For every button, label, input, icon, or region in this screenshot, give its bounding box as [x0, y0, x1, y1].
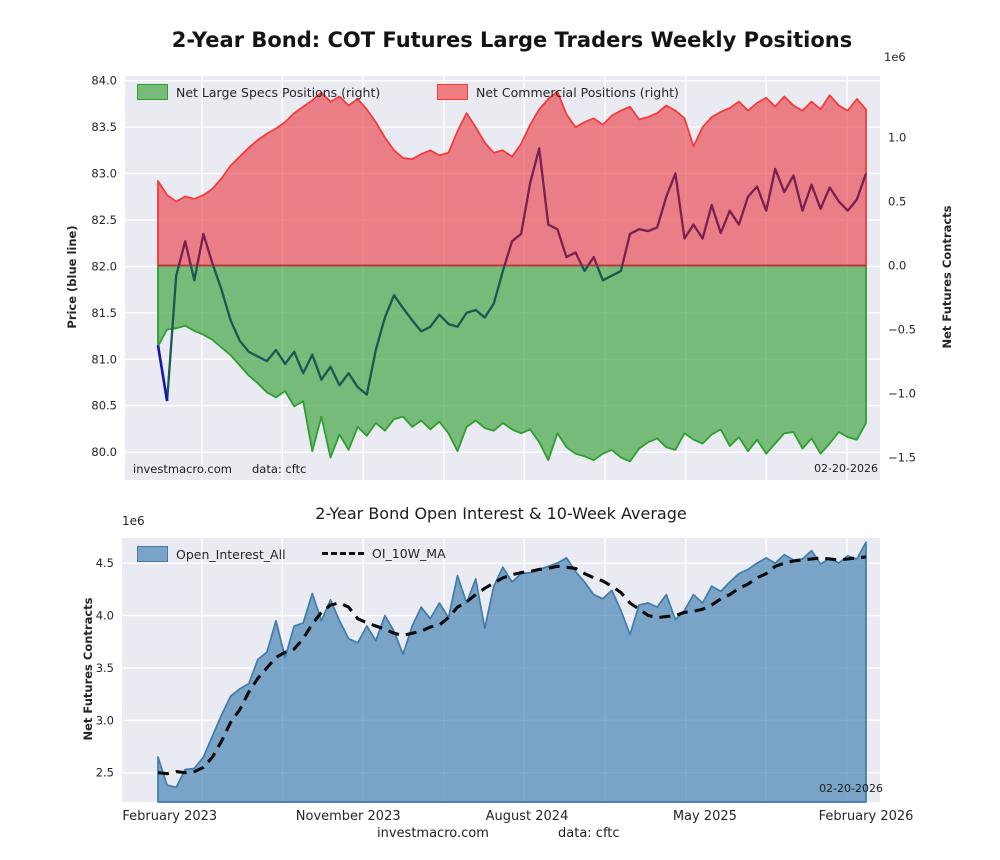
x-axis-tick-label: February 2026 — [819, 809, 914, 824]
legend-item-oi-10w-ma: OI_10W_MA — [322, 546, 446, 561]
commercials-legend-label: Net Commercial Positions (right) — [476, 84, 679, 100]
bottom-data-source: data: cftc — [558, 826, 620, 841]
bottom-left-tick-label: 3.0 — [96, 713, 114, 727]
top-right-tick-label: −0.5 — [888, 323, 916, 337]
x-axis-tick-label: August 2024 — [486, 809, 569, 824]
specs-legend-label: Net Large Specs Positions (right) — [176, 84, 381, 100]
specs-legend-swatch-icon — [137, 84, 168, 100]
open-interest-chart-title: 2-Year Bond Open Interest & 10-Week Aver… — [315, 504, 687, 523]
bottom-axis-multiplier-label: 1e6 — [122, 514, 145, 528]
net-large-specs-area — [157, 264, 867, 463]
top-left-tick-label: 80.0 — [91, 445, 117, 459]
top-left-tick-label: 80.5 — [91, 399, 117, 413]
bottom-left-tick-label: 3.5 — [96, 661, 114, 675]
top-right-tick-label: −1.5 — [888, 451, 916, 465]
top-left-tick-label: 83.5 — [91, 120, 117, 134]
price-line-upper — [177, 147, 868, 266]
price-axis-label: Price (blue line) — [65, 225, 79, 329]
top-left-tick-label: 81.5 — [91, 306, 117, 320]
net-contracts-axis-label-top: Net Futures Contracts — [940, 205, 954, 349]
top-axis-multiplier-label: 1e6 — [884, 50, 906, 64]
price-line-start-segment — [156, 345, 169, 402]
bottom-watermark: investmacro.com — [377, 826, 489, 841]
legend-item-net-commercials: Net Commercial Positions (right) — [437, 84, 679, 100]
open-interest-area — [157, 541, 867, 803]
dashed-line-legend-icon — [322, 552, 364, 555]
top-left-tick-label: 82.0 — [91, 259, 117, 273]
net-contracts-axis-label-bottom: Net Futures Contracts — [81, 597, 95, 741]
top-data-source: data: cftc — [252, 462, 307, 476]
oi-10-week-ma-line — [157, 555, 867, 776]
top-right-tick-label: 0.0 — [888, 259, 906, 273]
bottom-left-tick-label: 4.5 — [96, 556, 114, 570]
open-interest-legend-label: Open_Interest_All — [176, 546, 286, 562]
top-left-tick-label: 82.5 — [91, 213, 117, 227]
top-left-tick-label: 84.0 — [91, 74, 117, 88]
top-report-date-annotation: 02-20-2026 — [814, 462, 878, 475]
bottom-left-tick-label: 2.5 — [96, 766, 114, 780]
x-axis-tick-label: May 2025 — [673, 809, 737, 824]
top-watermark: investmacro.com — [133, 462, 232, 476]
top-right-tick-label: 1.0 — [888, 130, 906, 144]
bottom-left-tick-label: 4.0 — [96, 609, 114, 623]
oi-ma-legend-label: OI_10W_MA — [372, 546, 446, 561]
top-left-tick-label: 83.0 — [91, 167, 117, 181]
price-line-lower — [165, 265, 624, 402]
net-commercials-area — [157, 90, 867, 267]
x-axis-tick-label: February 2023 — [122, 809, 217, 824]
top-right-tick-label: 0.5 — [888, 194, 906, 208]
open-interest-legend-swatch-icon — [137, 546, 168, 562]
bottom-report-date-annotation: 02-20-2026 — [819, 782, 883, 795]
main-chart-title: 2-Year Bond: COT Futures Large Traders W… — [171, 28, 853, 52]
legend-item-net-large-specs: Net Large Specs Positions (right) — [137, 84, 380, 100]
x-axis-tick-label: November 2023 — [296, 809, 401, 824]
legend-item-open-interest: Open_Interest_All — [137, 546, 286, 562]
top-left-tick-label: 81.0 — [91, 352, 117, 366]
commercials-legend-swatch-icon — [437, 84, 468, 100]
top-right-tick-label: −1.0 — [888, 387, 916, 401]
